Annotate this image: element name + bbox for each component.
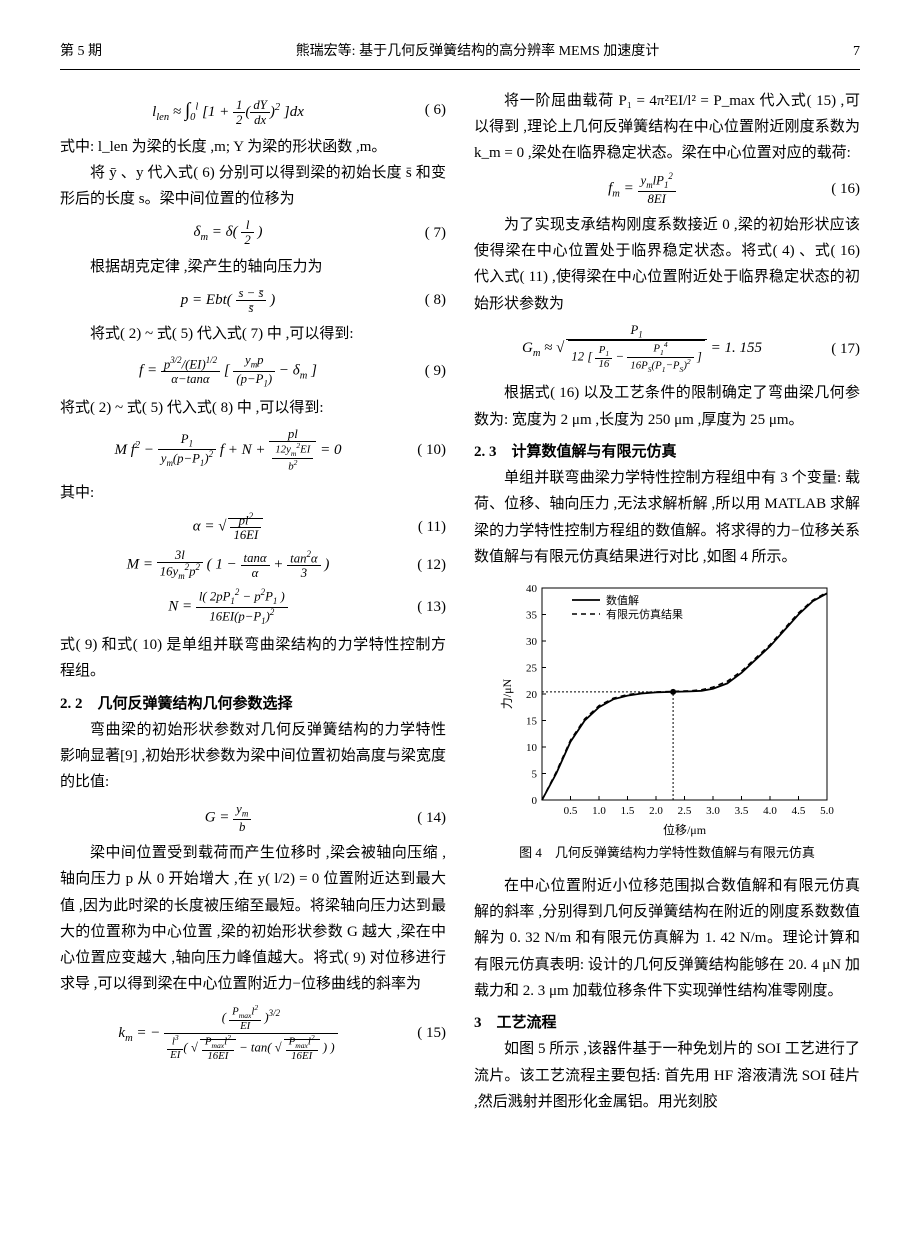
svg-text:40: 40 xyxy=(526,583,538,595)
page-header: 第 5 期 熊瑞宏等: 基于几何反弹簧结构的高分辨率 MEMS 加速度计 7 xyxy=(60,40,860,70)
para-3: 将式( 2) ~ 式( 5) 代入式( 7) 中 ,可以得到: xyxy=(60,321,446,347)
equation-14: G = ymb ( 14) xyxy=(60,802,446,834)
equation-8: p = Ebt( s − s̄s̄ ) ( 8) xyxy=(60,286,446,315)
svg-text:力/μN: 力/μN xyxy=(500,679,514,710)
para-2: 根据胡克定律 ,梁产生的轴向压力为 xyxy=(60,254,446,280)
para-4: 将式( 2) ~ 式( 5) 代入式( 8) 中 ,可以得到: xyxy=(60,395,446,421)
running-title: 熊瑞宏等: 基于几何反弹簧结构的高分辨率 MEMS 加速度计 xyxy=(102,40,853,65)
svg-text:4.5: 4.5 xyxy=(792,805,806,817)
svg-text:1.0: 1.0 xyxy=(592,805,606,817)
equation-12: M = 3l16ym2p2 ( 1 − tanαα + tan2α3 ) ( 1… xyxy=(60,548,446,582)
svg-text:35: 35 xyxy=(526,610,538,622)
equation-15: km = − ( Pmaxl2EI )3/2 l3EI( √Pmaxl216EI… xyxy=(60,1004,446,1063)
para-1: 将 ȳ 、y 代入式( 6) 分别可以得到梁的初始长度 s̄ 和变形后的长度 s… xyxy=(60,160,446,213)
left-column: llen ≈ ∫0l [1 + 12(dYdx)2 ]dx ( 6) 式中: l… xyxy=(60,88,446,1116)
para-6: 式( 9) 和式( 10) 是单组并联弯曲梁结构的力学特性控制方程组。 xyxy=(60,632,446,685)
section-3-title: 3 工艺流程 xyxy=(474,1010,860,1036)
equation-16: fm = ymlP128EI ( 16) xyxy=(474,172,860,206)
issue: 第 5 期 xyxy=(60,40,102,65)
page-number: 7 xyxy=(853,40,860,65)
text-after-eq6: 式中: l_len 为梁的长度 ,m; Y 为梁的形状函数 ,m。 xyxy=(60,134,446,160)
equation-9: f = p3/2/(EI)1/2α−tanα [ ymp(p−P1) − δm … xyxy=(60,353,446,389)
para-r1: 将一阶屈曲载荷 P₁ = 4π²EI/l² = P_max 代入式( 15) ,… xyxy=(474,88,860,167)
svg-text:3.0: 3.0 xyxy=(706,805,720,817)
svg-text:2.0: 2.0 xyxy=(649,805,663,817)
equation-17: Gm ≈ √P112 [ P116 − P1416PS(P1−PS)2 ] = … xyxy=(474,323,860,375)
para-r2: 为了实现支承结构刚度系数接近 0 ,梁的初始形状应该使得梁在中心位置处于临界稳定… xyxy=(474,212,860,317)
para-r6: 如图 5 所示 ,该器件基于一种免划片的 SOI 工艺进行了流片。该工艺流程主要… xyxy=(474,1036,860,1115)
right-column: 将一阶屈曲载荷 P₁ = 4π²EI/l² = P_max 代入式( 15) ,… xyxy=(474,88,860,1116)
svg-text:5: 5 xyxy=(532,769,538,781)
svg-text:30: 30 xyxy=(526,636,538,648)
svg-text:有限元仿真结果: 有限元仿真结果 xyxy=(606,607,683,621)
svg-text:10: 10 xyxy=(526,742,538,754)
svg-text:位移/μm: 位移/μm xyxy=(663,822,707,837)
para-5: 其中: xyxy=(60,480,446,506)
svg-text:20: 20 xyxy=(526,689,538,701)
svg-text:0.5: 0.5 xyxy=(564,805,578,817)
equation-11: α = √pl216EI ( 11) xyxy=(60,512,446,542)
svg-text:数值解: 数值解 xyxy=(606,593,639,607)
section-2-2-title: 2. 2 几何反弹簧结构几何参数选择 xyxy=(60,691,446,717)
para-r5: 在中心位置附近小位移范围拟合数值解和有限元仿真解的斜率 ,分别得到几何反弹簧结构… xyxy=(474,873,860,1004)
figure-4-chart: 0 5 10 15 20 25 30 35 40 0.5 1.0 1.5 2.0 2.5 3.0 3.5 4.0… xyxy=(474,578,860,838)
para-r3: 根据式( 16) 以及工艺条件的限制确定了弯曲梁几何参数为: 宽度为 2 μm … xyxy=(474,380,860,433)
para-r4: 单组并联弯曲梁力学特性控制方程组中有 3 个变量: 载荷、位移、轴向压力 ,无法… xyxy=(474,465,860,570)
svg-text:0: 0 xyxy=(532,795,538,807)
equation-10: M f2 − P1ym(p−P1)2 f + N + pl12ym2EIb2 =… xyxy=(60,427,446,474)
two-column-layout: llen ≈ ∫0l [1 + 12(dYdx)2 ]dx ( 6) 式中: l… xyxy=(60,88,860,1116)
svg-text:4.0: 4.0 xyxy=(763,805,777,817)
svg-text:1.5: 1.5 xyxy=(621,805,635,817)
svg-text:3.5: 3.5 xyxy=(735,805,749,817)
equation-13: N = l( 2pP12 − p2P1 )16EI(p−P1)2 ( 13) xyxy=(60,588,446,626)
para-7: 弯曲梁的初始形状参数对几何反弹簧结构的力学特性影响显著[9] ,初始形状参数为梁… xyxy=(60,717,446,796)
equation-7: δm = δ( l2 ) ( 7) xyxy=(60,218,446,247)
svg-text:2.5: 2.5 xyxy=(678,805,692,817)
equation-6: llen ≈ ∫0l [1 + 12(dYdx)2 ]dx ( 6) xyxy=(60,94,446,128)
svg-text:5.0: 5.0 xyxy=(820,805,834,817)
svg-text:25: 25 xyxy=(526,663,538,675)
figure-4-caption: 图 4 几何反弹簧结构力学特性数值解与有限元仿真 xyxy=(474,842,860,865)
svg-text:15: 15 xyxy=(526,716,538,728)
para-8: 梁中间位置受到载荷而产生位移时 ,梁会被轴向压缩 ,轴向压力 p 从 0 开始增… xyxy=(60,840,446,998)
section-2-3-title: 2. 3 计算数值解与有限元仿真 xyxy=(474,439,860,465)
